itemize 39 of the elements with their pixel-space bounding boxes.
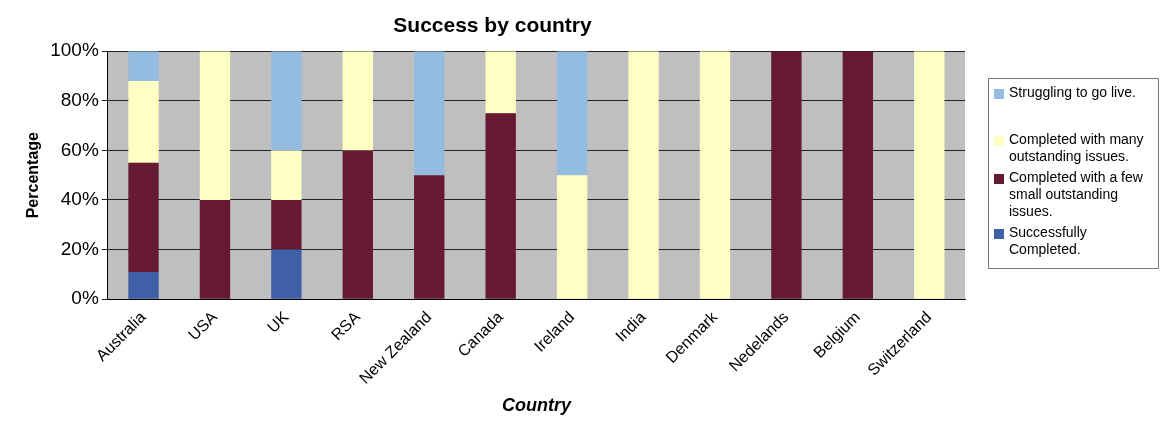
bar [699, 51, 731, 299]
bar [556, 51, 588, 176]
bar [128, 271, 159, 299]
y-tick-label: 60% [60, 138, 99, 160]
bar [271, 199, 302, 250]
x-tick-label: UK [263, 307, 292, 336]
y-tick-label: 80% [60, 89, 99, 111]
bar [485, 51, 516, 114]
bar [271, 150, 302, 200]
bar [342, 51, 373, 151]
bar [414, 51, 445, 176]
legend-label: Struggling to go live. [1009, 83, 1136, 100]
legend-label: Completed with many outstanding issues. [1009, 130, 1144, 164]
y-tick-label: 100% [50, 39, 99, 61]
y-tick-label: 40% [60, 188, 99, 210]
bar [485, 113, 516, 299]
x-tick-label: USA [184, 307, 221, 344]
bar [914, 51, 945, 299]
bar [271, 249, 302, 299]
bar [842, 51, 874, 299]
x-axis-title: Country [501, 395, 572, 416]
bar [199, 51, 231, 200]
bar [128, 80, 159, 163]
chart-title: Success by country [393, 13, 593, 37]
bar [628, 51, 659, 299]
legend-label: Completed with a few small outstanding issues. [1009, 168, 1144, 219]
y-tick-label: 0% [71, 287, 99, 309]
bar [556, 175, 588, 299]
bar [342, 150, 373, 299]
bar [128, 162, 159, 272]
x-tick-label: RSA [327, 307, 364, 344]
bar [128, 51, 159, 81]
bar [199, 199, 231, 299]
bar [414, 175, 445, 299]
bar [771, 51, 802, 299]
legend-label: Successfully Completed. [1009, 223, 1087, 257]
y-tick-label: 20% [60, 237, 99, 259]
y-axis-title: Percentage [24, 131, 42, 219]
bar [271, 51, 302, 151]
